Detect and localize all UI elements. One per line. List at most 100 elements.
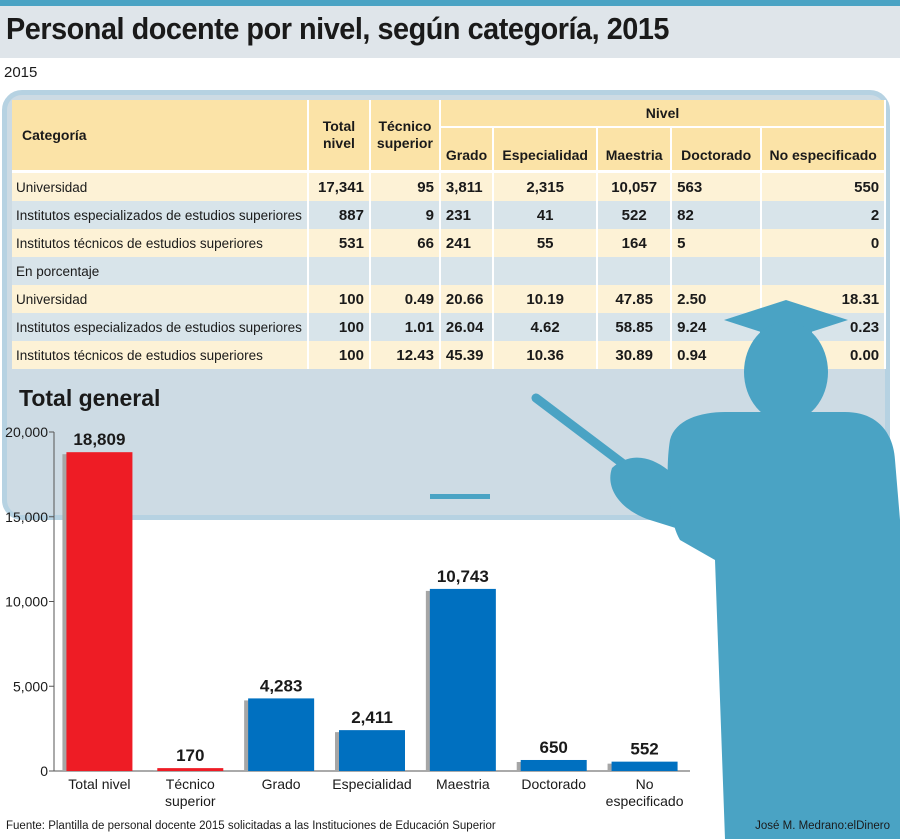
chart-title: Total general	[19, 385, 161, 411]
y-tick-label: 0	[40, 763, 48, 779]
y-tick-label: 15,000	[5, 509, 48, 525]
teacher-illustration	[531, 300, 900, 839]
bar-value-label: 650	[540, 738, 568, 757]
category-label: Maestria	[436, 776, 490, 792]
cell: 231	[439, 201, 495, 229]
category-label: Grado	[262, 776, 301, 792]
cell: 1.01	[369, 313, 441, 341]
teacher-body	[667, 412, 900, 839]
bar-value-label: 4,283	[260, 676, 303, 695]
table-row: Universidad 100 0.49 20.66 10.19 47.85 2…	[12, 285, 887, 313]
cell: 100	[307, 341, 371, 369]
bar	[611, 761, 678, 771]
cell: 82	[671, 201, 763, 229]
credit: José M. Medrano:elDinero	[755, 820, 890, 832]
bar	[520, 759, 587, 771]
cell: 9	[369, 201, 441, 229]
cell: 10,057	[597, 173, 673, 201]
table-row: Institutos técnicos de estudios superior…	[12, 341, 887, 369]
chalkboard-tray	[430, 494, 490, 499]
cell: 26.04	[439, 313, 495, 341]
bar-shadow	[607, 763, 613, 771]
bar-shadow	[335, 732, 340, 771]
bar	[66, 452, 133, 771]
table-row: Universidad 17,341 95 3,811 2,315 10,057…	[12, 173, 887, 201]
cell: 531	[307, 229, 371, 257]
y-tick-label: 10,000	[5, 594, 48, 610]
header-grado: Grado	[439, 127, 495, 170]
bar-value-label: 10,743	[437, 567, 489, 586]
header-doctorado: Doctorado	[671, 127, 763, 170]
cell: 2.50	[671, 285, 763, 313]
bar-shadow	[62, 454, 68, 771]
title-accent-line	[0, 0, 900, 6]
table-row: Institutos técnicos de estudios superior…	[12, 229, 887, 257]
cell: 17,341	[307, 173, 371, 201]
cell: 58.85	[597, 313, 673, 341]
bar-shadow	[425, 590, 431, 771]
category-label: especificado	[606, 793, 684, 809]
header-tecnico: Técnico superior	[369, 100, 441, 170]
pointer-stick	[531, 393, 631, 471]
bar-value-label: 2,411	[351, 708, 393, 727]
bar-value-label: 170	[176, 746, 204, 765]
y-tick-label: 20,000	[5, 424, 48, 440]
cell: 2,315	[493, 173, 599, 201]
cell: 0	[761, 229, 887, 257]
header-maestria: Maestria	[597, 127, 673, 170]
cell: 887	[307, 201, 371, 229]
cell: 164	[597, 229, 673, 257]
bar-shadow	[244, 700, 250, 771]
cell: 563	[671, 173, 763, 201]
cell: 2	[761, 201, 887, 229]
category-label: Doctorado	[521, 776, 586, 792]
cell: 45.39	[439, 341, 495, 369]
cell: 10.19	[493, 285, 599, 313]
cell: 3,811	[439, 173, 495, 201]
percent-section-label: En porcentaje	[12, 257, 309, 285]
y-tick-label: 5,000	[13, 678, 48, 694]
category-label: Técnico	[166, 776, 215, 792]
row-label: Institutos especializados de estudios su…	[12, 201, 309, 229]
cell: 0.94	[671, 341, 763, 369]
bars: 18,809 170 4,283 2,411 10,743 650 552	[62, 430, 678, 771]
category-label: Total nivel	[68, 776, 130, 792]
row-label: Institutos especializados de estudios su…	[12, 313, 309, 341]
bar-shadow	[516, 761, 522, 771]
row-label: Institutos técnicos de estudios superior…	[12, 229, 309, 257]
page-title: Personal docente por nivel, según catego…	[6, 11, 669, 46]
cell: 10.36	[493, 341, 599, 369]
graduation-cap-icon	[724, 300, 848, 340]
cell: 5	[671, 229, 763, 257]
bar	[248, 698, 315, 771]
cell: 20.66	[439, 285, 495, 313]
table-row: Institutos especializados de estudios su…	[12, 201, 887, 229]
bar	[429, 588, 496, 771]
cell: 241	[439, 229, 495, 257]
cell: 550	[761, 173, 887, 201]
category-label: No	[636, 776, 654, 792]
category-label: Especialidad	[332, 776, 411, 792]
cell: 55	[493, 229, 599, 257]
row-label: Universidad	[12, 285, 309, 313]
bar	[157, 768, 224, 771]
title-band: Personal docente por nivel, según catego…	[0, 0, 900, 58]
bar-value-label: 552	[630, 740, 658, 759]
row-label: Universidad	[12, 173, 309, 201]
header-nivel: Nivel	[439, 100, 887, 128]
bar-shadow	[153, 770, 159, 771]
teacher-head	[744, 322, 828, 422]
source-note: Fuente: Plantilla de personal docente 20…	[6, 820, 496, 832]
header-especialidad: Especialidad	[493, 127, 599, 170]
year-label: 2015	[4, 64, 38, 81]
cell: 522	[597, 201, 673, 229]
cell: 0.49	[369, 285, 441, 313]
cell: 41	[493, 201, 599, 229]
cell: 30.89	[597, 341, 673, 369]
cell: 95	[369, 173, 441, 201]
table-row: En porcentaje	[12, 257, 887, 285]
header-total: Total nivel	[307, 100, 371, 170]
header-no-especificado: No especificado	[761, 127, 887, 170]
